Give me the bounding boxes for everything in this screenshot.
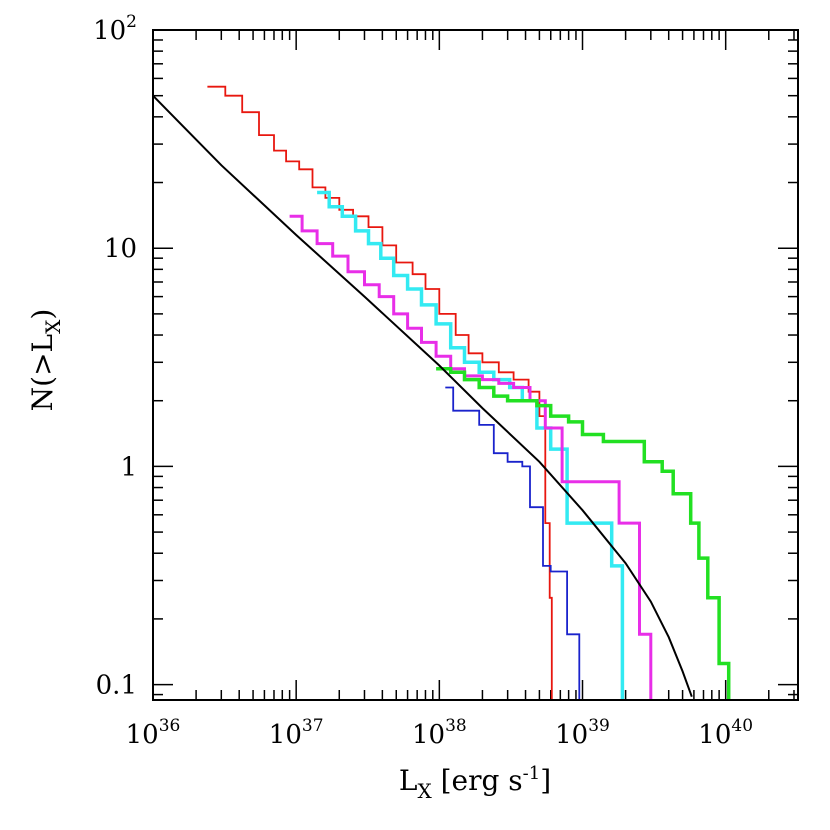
y-tick-label: 1 xyxy=(120,452,137,482)
tick-marks xyxy=(152,29,798,700)
tick-labels: 1036 1037 1038 1039 1040 0.1 1 10 102 xyxy=(93,12,753,750)
x-tick-label: 1040 xyxy=(698,716,753,750)
series-magenta xyxy=(289,214,653,700)
series-green xyxy=(436,367,731,700)
plot-frame xyxy=(152,29,799,701)
x-tick-label: 1038 xyxy=(412,716,467,750)
series-cyan xyxy=(317,190,625,700)
series-red xyxy=(207,85,553,700)
x-axis-label: LX [erg s-1] xyxy=(399,763,551,803)
x-tick-label: 1039 xyxy=(555,716,610,750)
x-tick-label: 1036 xyxy=(126,716,181,750)
y-tick-label: 10 xyxy=(104,234,137,264)
x-tick-label: 1037 xyxy=(269,716,324,750)
series-blue xyxy=(445,386,581,700)
y-tick-label: 0.1 xyxy=(96,671,137,701)
series-model xyxy=(152,94,693,698)
y-axis-label: N(>LX) xyxy=(26,309,65,412)
y-tick-label: 102 xyxy=(93,12,137,46)
series-layer xyxy=(152,85,731,700)
